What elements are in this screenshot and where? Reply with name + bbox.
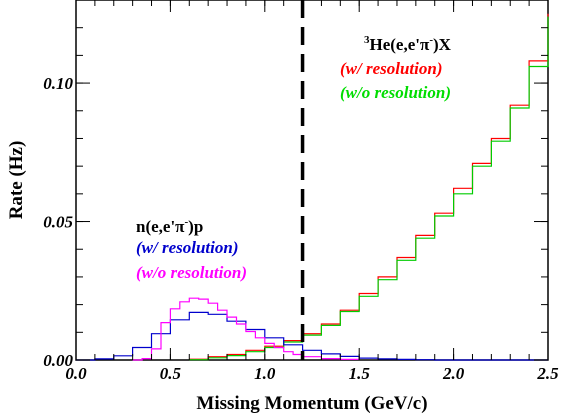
- x-tick-label: 2.0: [442, 364, 465, 383]
- neutron-reaction-label: n(e,e'π-)p: [136, 216, 203, 236]
- neutron-reaction-text: n(e,e'π: [136, 217, 185, 236]
- he3-without-resolution-label: (w/o resolution): [340, 83, 451, 102]
- he3-with-resolution-label: (w/ resolution): [340, 59, 443, 78]
- he3-mass-number: 3: [364, 34, 370, 46]
- tick-layer: 0.0 0.5 1.0 1.5 2.0 2.5 0.00 0.05 0.10: [43, 0, 559, 383]
- x-axis-title: Missing Momentum (GeV/c): [196, 393, 427, 414]
- neutron-with-resolution-label: (w/ resolution): [136, 238, 239, 257]
- he3-reaction-label: 3He(e,e'π-)X: [364, 34, 452, 54]
- plot-frame: [75, 0, 549, 361]
- y-tick-label: 0.00: [43, 351, 73, 370]
- x-tick-label: 0.5: [160, 364, 182, 383]
- x-tick-label: 0.0: [65, 364, 87, 383]
- x-tick-label: 1.5: [349, 364, 371, 383]
- series-1-line: [189, 16, 549, 361]
- he3-reaction-tail: )X: [433, 35, 452, 54]
- series-2-line: [76, 311, 548, 361]
- neutron-charge: -: [185, 216, 189, 228]
- y-tick-label: 0.10: [43, 74, 73, 93]
- y-axis-title: Rate (Hz): [6, 141, 27, 220]
- y-tick-label: 0.05: [43, 213, 73, 232]
- he3-reaction-text: He(e,e'π: [370, 35, 430, 54]
- neutron-without-resolution-label: (w/o resolution): [136, 263, 247, 282]
- series-layer: [76, 13, 549, 361]
- x-tick-label: 1.0: [254, 364, 276, 383]
- he3-charge: -: [429, 34, 433, 46]
- x-tick-label: 2.5: [536, 364, 559, 383]
- neutron-reaction-tail: )p: [188, 217, 203, 236]
